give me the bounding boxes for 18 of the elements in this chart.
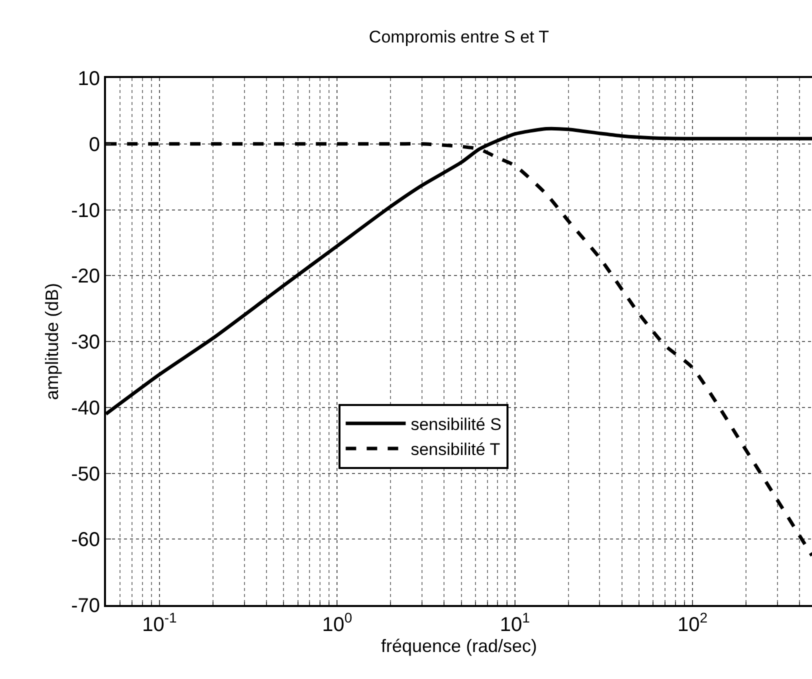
- x-tick-label: 10$^{2}$: [678, 610, 708, 636]
- y-tick-label: -30: [71, 332, 100, 354]
- y-tick-label: -40: [71, 397, 100, 420]
- x-axis-title: fréquence (rad/sec): [380, 636, 538, 656]
- y-tick-label: -20: [71, 266, 100, 288]
- x-tick-label: 10$^{-1}$: [142, 610, 178, 636]
- x-tick-label: 10$^{0}$: [322, 610, 352, 636]
- y-tick-label: 10: [78, 68, 100, 90]
- y-axis-title: amplitude (dB): [42, 282, 62, 400]
- legend-label: sensibilité S: [410, 415, 502, 434]
- y-tick-label: 0: [88, 134, 100, 156]
- y-tick-label: -70: [71, 595, 100, 617]
- x-tick-label: 10$^{1}$: [500, 610, 530, 636]
- chart-title: Compromis entre S et T: [368, 27, 550, 46]
- legend-label: sensibilité T: [410, 440, 500, 460]
- y-tick-label: -60: [71, 529, 100, 552]
- y-tick-label: -10: [71, 200, 100, 222]
- y-tick-label: -50: [71, 463, 100, 486]
